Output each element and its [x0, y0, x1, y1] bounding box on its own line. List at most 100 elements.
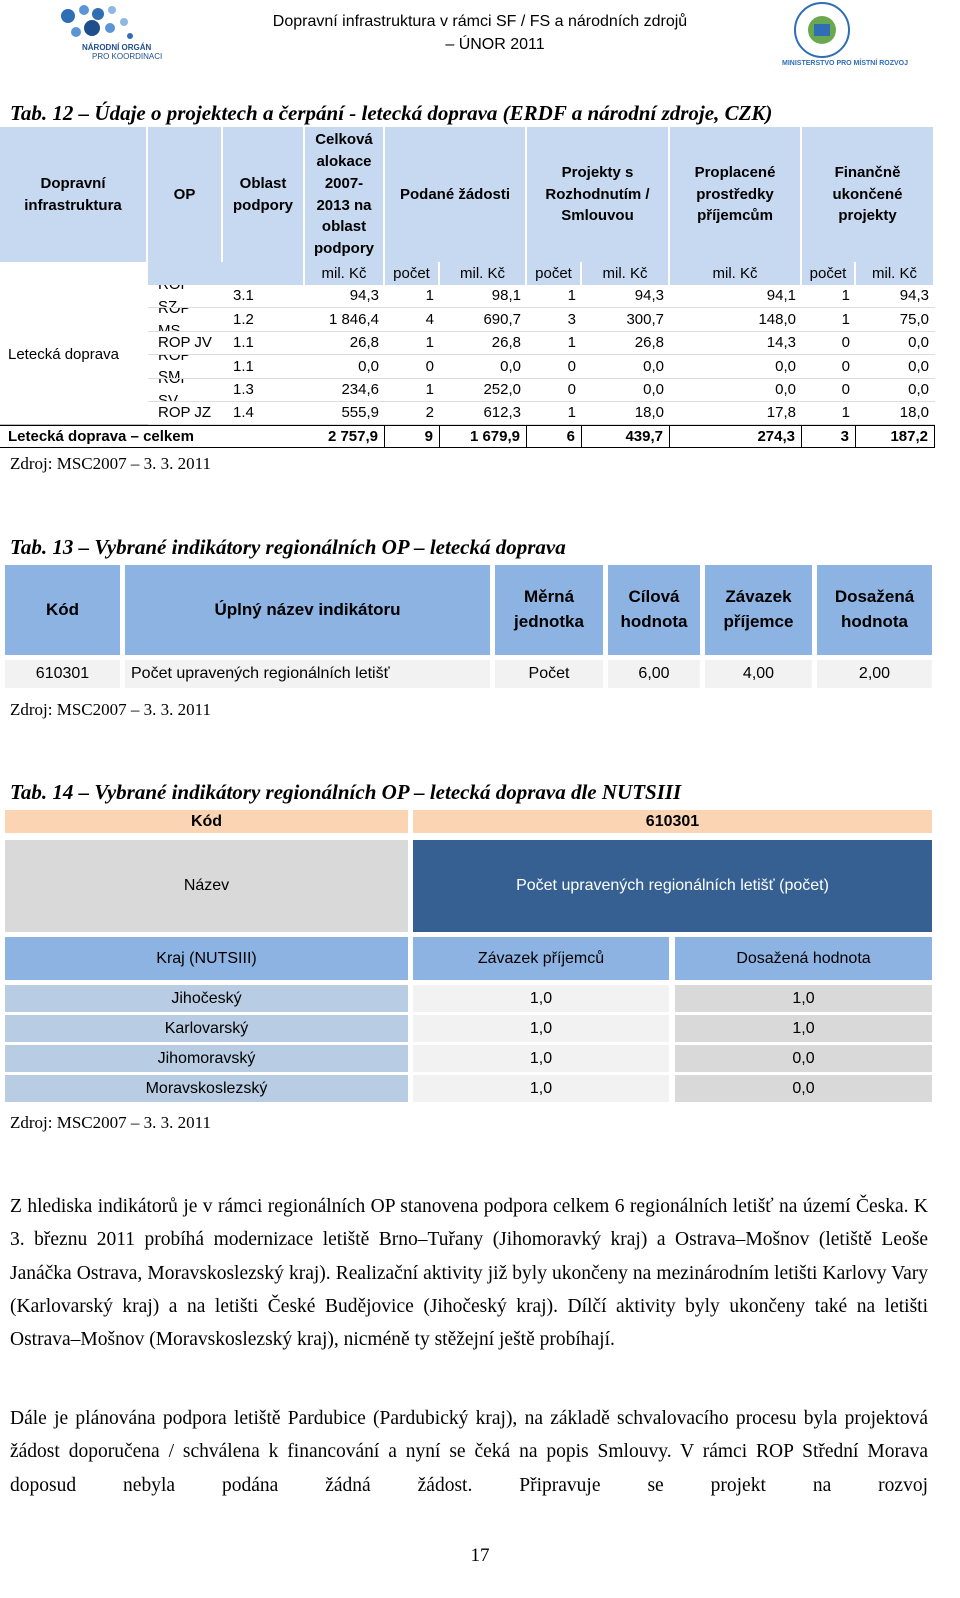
table-cell: 75,0 — [856, 308, 935, 332]
name-label: Název — [5, 840, 408, 932]
column-header: Kraj (NUTSIII) — [5, 937, 408, 980]
table-cell: 6,00 — [608, 660, 700, 688]
table-cell: 1.1 — [223, 332, 305, 356]
column-header: Finančně ukončené projekty — [802, 127, 935, 262]
table-cell: 0,0 — [582, 355, 670, 379]
logo-left — [61, 5, 133, 39]
table-cell: 2,00 — [817, 660, 932, 688]
table-cell: 1 — [527, 332, 582, 356]
table-cell: 1.4 — [223, 402, 305, 426]
table-cell: 4 — [385, 308, 440, 332]
total-cell: 1 679,9 — [440, 425, 527, 448]
column-header: Měrná jednotka — [495, 565, 603, 655]
header-text: Dopravní infrastruktura v rámci SF / FS … — [272, 13, 688, 30]
table-cell: ROP JZ — [148, 402, 223, 426]
table-cell: 98,1 — [440, 285, 527, 309]
table-cell: 94,3 — [856, 285, 935, 309]
table-cell: Moravskoslezský — [5, 1075, 408, 1102]
table-cell: 148,0 — [670, 308, 802, 332]
table-source: Zdroj: MSC2007 – 3. 3. 2011 — [10, 1113, 212, 1132]
table-cell: 0 — [802, 379, 856, 402]
column-header: Závazek příjemců — [413, 937, 669, 980]
table-cell: 17,8 — [670, 402, 802, 426]
table-cell: 0,0 — [856, 379, 935, 402]
unit-header: počet — [802, 262, 856, 285]
paragraph: Z hlediska indikátorů je v rámci regioná… — [10, 1196, 928, 1351]
table-source: Zdroj: MSC2007 – 3. 3. 2011 — [10, 454, 212, 473]
table-cell: Jihomoravský — [5, 1045, 408, 1072]
table-source: Zdroj: MSC2007 – 3. 3. 2011 — [10, 700, 212, 719]
table-cell: 0,0 — [440, 355, 527, 379]
table-cell: 26,8 — [305, 332, 385, 356]
header-text: PRO KOORDINACI — [92, 52, 163, 61]
column-header: Závazek příjemce — [705, 565, 812, 655]
table-cell: 14,3 — [670, 332, 802, 356]
table-cell: 300,7 — [582, 308, 670, 332]
unit-header: počet — [527, 262, 582, 285]
code-label: Kód — [5, 810, 408, 833]
table-cell: 1,0 — [413, 985, 669, 1012]
table-cell: 0 — [385, 355, 440, 379]
table-cell: 3 — [527, 308, 582, 332]
table-cell: 0,0 — [670, 379, 802, 402]
table-cell: 1.3 — [223, 379, 305, 402]
column-header: Dopravní infrastruktura — [0, 127, 148, 262]
column-header: Dosažená hodnota — [817, 565, 932, 655]
column-header: Projekty s Rozhodnutím / Smlouvou — [527, 127, 670, 262]
table-cell: 612,3 — [440, 402, 527, 426]
row-group: Letecká doprava — [0, 285, 148, 425]
unit-header: mil. Kč — [305, 262, 385, 285]
table-cell: 0,0 — [670, 355, 802, 379]
unit-header: mil. Kč — [582, 262, 670, 285]
header-text: – ÚNOR 2011 — [445, 36, 545, 53]
table-cell: 0,0 — [856, 332, 935, 356]
paragraph: Dále je plánována podpora letiště Pardub… — [10, 1408, 928, 1496]
table-cell: 0,0 — [675, 1075, 932, 1102]
column-header: OP — [148, 127, 223, 262]
table-cell: 94,3 — [582, 285, 670, 309]
table-cell: 1 — [385, 285, 440, 309]
table-cell: 1,0 — [675, 985, 932, 1012]
name-value: Počet upravených regionálních letišť (po… — [413, 840, 932, 932]
page-number: 17 — [470, 1545, 490, 1566]
table-cell: 555,9 — [305, 402, 385, 426]
table-cell: 0 — [527, 355, 582, 379]
table-cell: ROP JV — [148, 332, 223, 356]
table-cell: 0 — [527, 379, 582, 402]
table-cell: 26,8 — [582, 332, 670, 356]
table-cell: 1 — [385, 379, 440, 402]
table-cell: 1.1 — [223, 355, 305, 379]
table-cell: 610301 — [5, 660, 120, 688]
header-graphics — [61, 2, 850, 58]
table-cell: Počet — [495, 660, 603, 688]
column-header: Kód — [5, 565, 120, 655]
total-cell: 9 — [385, 425, 440, 448]
table-caption: Tab. 12 – Údaje o projektech a čerpání -… — [10, 101, 773, 125]
table-cell: 234,6 — [305, 379, 385, 402]
logo-right — [794, 2, 850, 58]
table-cell: 18,0 — [582, 402, 670, 426]
table-cell: 26,8 — [440, 332, 527, 356]
table-cell: 0 — [802, 332, 856, 356]
table-cell: 1.2 — [223, 308, 305, 332]
table-cell: 0,0 — [856, 355, 935, 379]
table-cell: 3.1 — [223, 285, 305, 309]
total-cell: 3 — [802, 425, 856, 448]
unit-header: mil. Kč — [440, 262, 527, 285]
table-cell: 1 — [385, 332, 440, 356]
column-header: Dosažená hodnota — [675, 937, 932, 980]
table-cell: 0 — [802, 355, 856, 379]
table-caption: Tab. 13 – Vybrané indikátory regionálníc… — [10, 535, 566, 559]
column-header: Celková alokace 2007-2013 na oblast podp… — [305, 127, 385, 262]
code-value: 610301 — [413, 810, 932, 833]
table-cell: 1 — [802, 308, 856, 332]
table-cell: ROP SV — [148, 379, 223, 402]
total-cell: 274,3 — [670, 425, 802, 448]
table-cell: 94,3 — [305, 285, 385, 309]
table-cell: Počet upravených regionálních letišť — [125, 660, 490, 688]
table-cell: Karlovarský — [5, 1015, 408, 1042]
table-cell: 1,0 — [413, 1045, 669, 1072]
table-cell: ROP SZ — [148, 285, 223, 309]
table-cell: 690,7 — [440, 308, 527, 332]
